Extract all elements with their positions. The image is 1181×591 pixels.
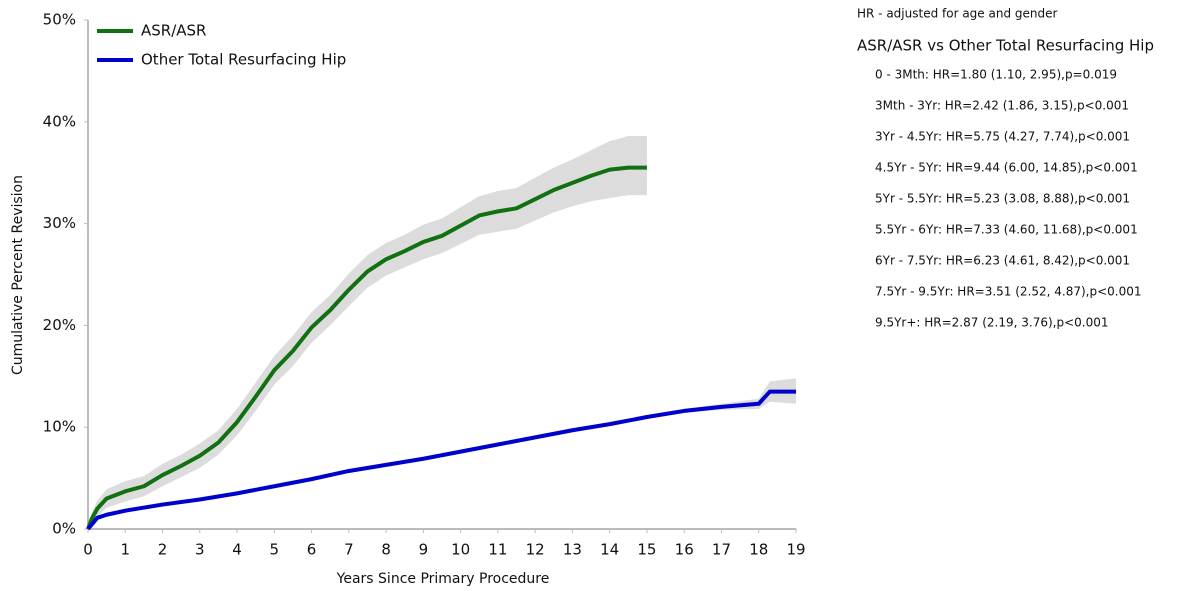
x-tick-label: 7	[344, 541, 354, 559]
y-tick-label: 0%	[52, 520, 76, 538]
x-tick-label: 10	[451, 541, 470, 559]
x-tick-label: 2	[158, 541, 168, 559]
x-tick-label: 5	[270, 541, 280, 559]
x-tick-label: 17	[712, 541, 731, 559]
x-tick-label: 13	[563, 541, 582, 559]
hr-line: 3Yr - 4.5Yr: HR=5.75 (4.27, 7.74),p<0.00…	[875, 130, 1130, 144]
series-line	[86, 389, 796, 531]
y-tick-label: 10%	[43, 418, 76, 436]
x-tick-label: 8	[381, 541, 391, 559]
x-tick-label: 4	[232, 541, 242, 559]
x-tick-label: 6	[307, 541, 317, 559]
annotation-heading: ASR/ASR vs Other Total Resurfacing Hip	[857, 37, 1154, 55]
x-tick-label: 9	[419, 541, 429, 559]
y-tick-label: 50%	[43, 11, 76, 29]
hr-line: 3Mth - 3Yr: HR=2.42 (1.86, 3.15),p<0.001	[875, 99, 1129, 113]
x-tick-label: 0	[83, 541, 93, 559]
legend-label: ASR/ASR	[141, 22, 206, 40]
hr-line: 5Yr - 5.5Yr: HR=5.23 (3.08, 8.88),p<0.00…	[875, 192, 1130, 206]
hr-line: 6Yr - 7.5Yr: HR=6.23 (4.61, 8.42),p<0.00…	[875, 254, 1130, 268]
x-tick-label: 18	[749, 541, 768, 559]
hr-line: 7.5Yr - 9.5Yr: HR=3.51 (2.52, 4.87),p<0.…	[875, 285, 1142, 299]
legend-label: Other Total Resurfacing Hip	[141, 51, 346, 69]
x-tick-label: 19	[786, 541, 805, 559]
hr-line: 5.5Yr - 6Yr: HR=7.33 (4.60, 11.68),p<0.0…	[875, 223, 1138, 237]
y-tick-label: 20%	[43, 316, 76, 334]
x-tick-label: 1	[120, 541, 130, 559]
x-tick-label: 3	[195, 541, 205, 559]
x-tick-label: 11	[488, 541, 507, 559]
hr-line: 9.5Yr+: HR=2.87 (2.19, 3.76),p<0.001	[875, 316, 1108, 330]
x-tick-label: 16	[675, 541, 694, 559]
x-axis-title: Years Since Primary Procedure	[336, 571, 550, 587]
hr-line: 4.5Yr - 5Yr: HR=9.44 (6.00, 14.85),p<0.0…	[875, 161, 1138, 175]
x-tick-label: 15	[637, 541, 656, 559]
y-tick-label: 30%	[43, 214, 76, 232]
x-tick-label: 14	[600, 541, 619, 559]
y-tick-label: 40%	[43, 112, 76, 130]
series-line	[86, 165, 647, 530]
x-tick-label: 12	[526, 541, 545, 559]
hr-line: 0 - 3Mth: HR=1.80 (1.10, 2.95),p=0.019	[875, 68, 1117, 82]
y-axis-title: Cumulative Percent Revision	[10, 175, 26, 375]
annotation-note: HR - adjusted for age and gender	[857, 7, 1057, 21]
